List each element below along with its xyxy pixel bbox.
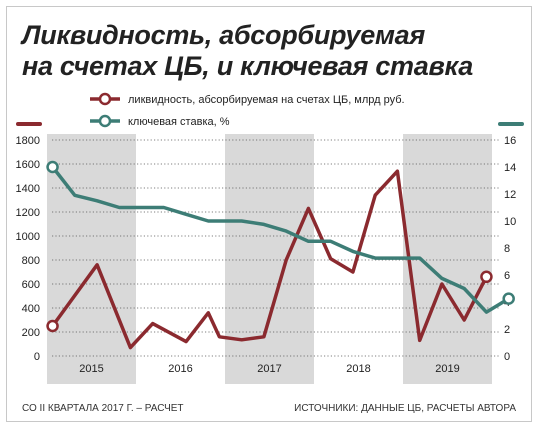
y-right-tick-label: 10 bbox=[504, 216, 516, 228]
title-line-1: Ликвидность, абсорбируемая bbox=[22, 20, 425, 50]
y-left-tick-label: 400 bbox=[22, 303, 40, 315]
y-right-tick-label: 16 bbox=[504, 135, 516, 147]
y-right-tick-label: 2 bbox=[504, 324, 510, 336]
year-label-2016: 2016 bbox=[168, 363, 192, 375]
y-left-tick-label: 1400 bbox=[16, 183, 40, 195]
legend-swatch-marker bbox=[98, 114, 112, 128]
legend-label: ключевая ставка, % bbox=[128, 116, 230, 128]
rate-end-marker bbox=[502, 292, 515, 305]
year-label-2019: 2019 bbox=[435, 363, 459, 375]
rate-start-marker bbox=[46, 160, 59, 174]
footer-note: СО II КВАРТАЛА 2017 Г. – РАСЧЕТ bbox=[22, 403, 184, 414]
legend-swatch-marker bbox=[98, 92, 112, 106]
y-right-tick-label: 6 bbox=[504, 270, 510, 282]
rate-line bbox=[50, 165, 511, 314]
title-line-2: на счетах ЦБ, и ключевая ставка bbox=[22, 51, 473, 81]
y-right-tick-label: 8 bbox=[504, 243, 510, 255]
y-left-tick-label: 0 bbox=[34, 351, 40, 363]
chart-title: Ликвидность, абсорбируемая на счетах ЦБ,… bbox=[22, 20, 473, 82]
y-left-tick-label: 200 bbox=[22, 327, 40, 339]
liquidity-start-marker bbox=[46, 319, 59, 333]
year-label-2015: 2015 bbox=[79, 363, 103, 375]
footer-source: ИСТОЧНИКИ: ДАННЫЕ ЦБ, РАСЧЕТЫ АВТОРА bbox=[294, 403, 516, 414]
year-band-2015 bbox=[47, 134, 136, 384]
year-band-2017 bbox=[225, 134, 314, 384]
liquidity-end-marker bbox=[480, 270, 493, 284]
y-right-tick-label: 14 bbox=[504, 162, 516, 174]
liquidity-line bbox=[50, 169, 489, 350]
year-label-2018: 2018 bbox=[346, 363, 370, 375]
y-left-tick-label: 1000 bbox=[16, 231, 40, 243]
y-left-tick-label: 1200 bbox=[16, 207, 40, 219]
y-left-tick-label: 800 bbox=[22, 255, 40, 267]
chart-frame bbox=[6, 6, 532, 422]
legend-label: ликвидность, абсорбируемая на счетах ЦБ,… bbox=[128, 94, 405, 106]
y-right-tick-label: 0 bbox=[504, 351, 510, 363]
year-label-2017: 2017 bbox=[257, 363, 281, 375]
y-right-tick-label: 12 bbox=[504, 189, 516, 201]
y-left-tick-label: 600 bbox=[22, 279, 40, 291]
y-left-tick-label: 1800 bbox=[16, 135, 40, 147]
y-left-tick-label: 1600 bbox=[16, 159, 40, 171]
